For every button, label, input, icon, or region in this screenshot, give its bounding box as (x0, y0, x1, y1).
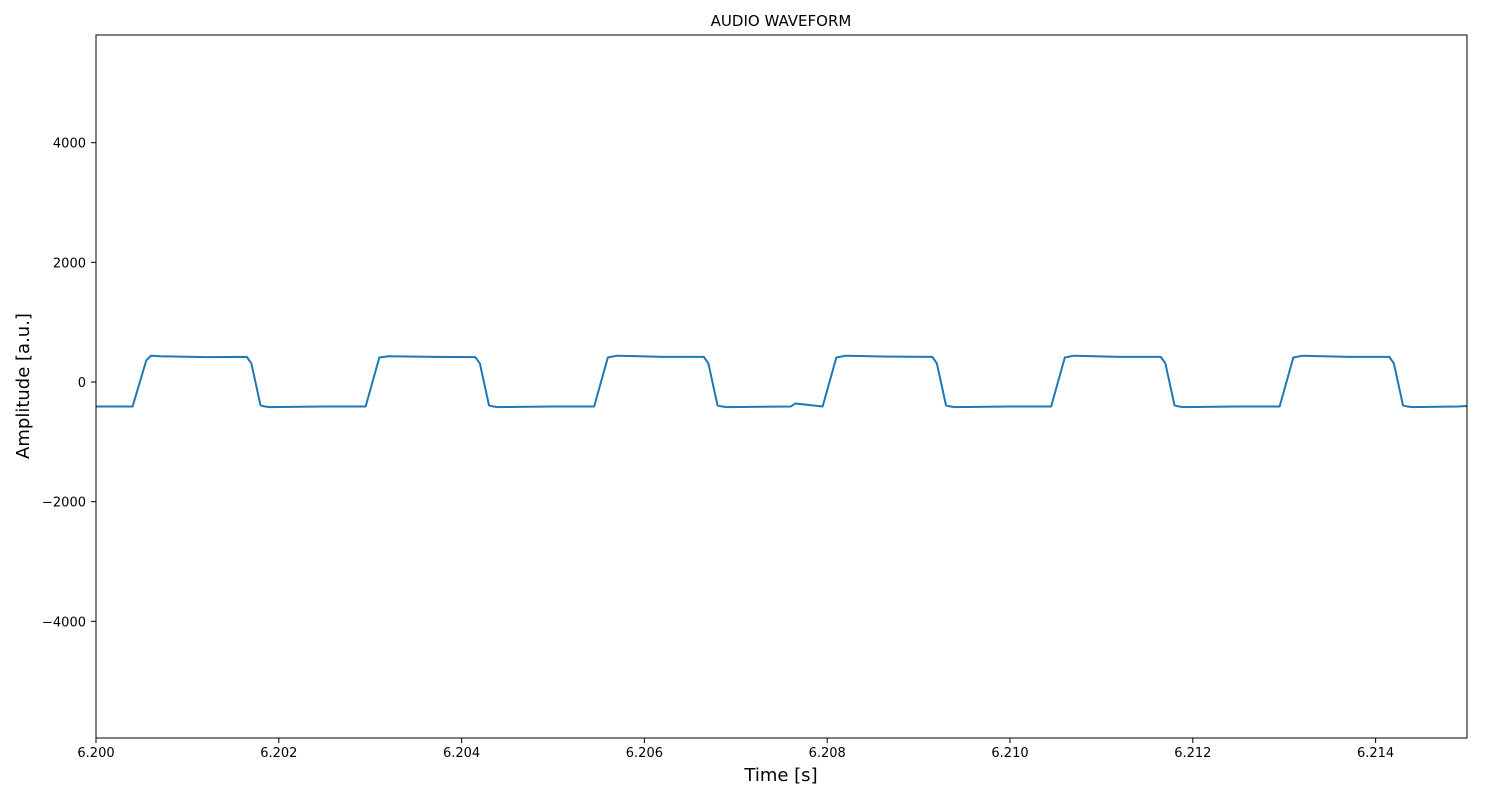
x-tick-label: 6.210 (991, 746, 1028, 761)
y-tick-label: −2000 (42, 496, 86, 511)
x-tick-label: 6.204 (443, 746, 480, 761)
x-tick-label: 6.208 (809, 746, 846, 761)
y-tick-label: 2000 (53, 256, 86, 271)
x-tick-label: 6.214 (1357, 746, 1394, 761)
y-tick-label: −4000 (42, 615, 86, 630)
y-tick-label: 4000 (53, 137, 86, 152)
y-axis-title: Amplitude [a.u.] (13, 313, 34, 459)
x-tick-label: 6.206 (626, 746, 663, 761)
x-tick-label: 6.200 (77, 746, 114, 761)
y-tick-label: 0 (78, 376, 86, 391)
chart-title: AUDIO WAVEFORM (711, 12, 852, 30)
y-axis: −4000 −2000 0 2000 4000 (42, 137, 96, 630)
axes-frame (95, 34, 1468, 739)
waveform-line (96, 354, 1468, 409)
x-axis-title: Time [s] (743, 765, 817, 786)
x-tick-label: 6.202 (260, 746, 297, 761)
x-tick-label: 6.212 (1174, 746, 1211, 761)
plot-area (95, 34, 1468, 739)
x-axis: 6.200 6.202 6.204 6.206 6.208 6.210 6.212 6.214 (77, 738, 1394, 761)
